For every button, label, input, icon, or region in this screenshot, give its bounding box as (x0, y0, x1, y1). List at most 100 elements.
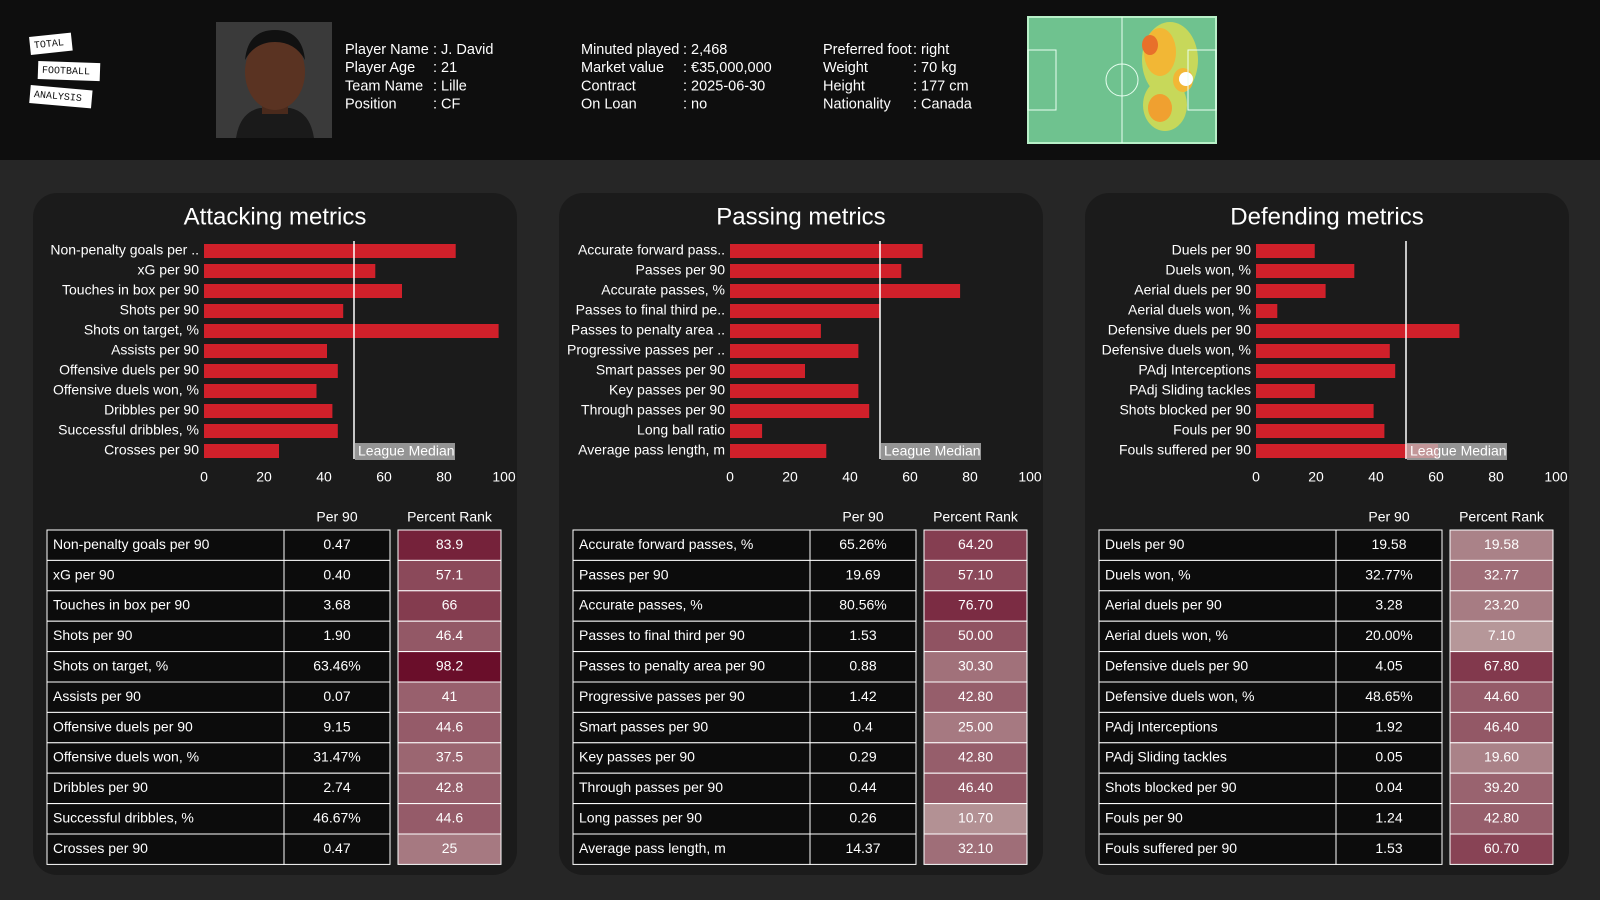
rank-value: 44.6 (436, 718, 463, 734)
per90-value: 0.05 (1375, 749, 1402, 765)
table-cell (1098, 529, 1337, 561)
bar (730, 344, 859, 358)
per90-value: 0.04 (1375, 779, 1402, 795)
rank-value: 7.10 (1488, 627, 1515, 643)
bar (204, 404, 333, 418)
metric-name: Fouls per 90 (1105, 810, 1183, 826)
bar (1256, 364, 1396, 378)
median-label: League Median (884, 443, 981, 459)
rank-cell (1449, 772, 1554, 805)
table-cell (283, 681, 391, 713)
rank-value: 10.70 (958, 810, 993, 826)
per90-value: 1.53 (1375, 840, 1402, 856)
rank-cell (1449, 651, 1554, 683)
per90-value: 2.74 (323, 779, 350, 795)
per90-value: 0.47 (323, 840, 350, 856)
table-cell (809, 651, 917, 683)
per90-value: 1.24 (1375, 810, 1402, 826)
bar-label: Dribbles per 90 (104, 402, 199, 418)
per90-value: 1.53 (849, 627, 876, 643)
metric-name: Duels won, % (1105, 566, 1191, 582)
bar-label: Smart passes per 90 (596, 362, 725, 378)
table-cell (283, 803, 391, 835)
table-cell (809, 803, 917, 835)
rank-cell (1449, 681, 1554, 713)
bar (1256, 384, 1315, 398)
field-value: : no (683, 97, 707, 113)
metric-name: Average pass length, m (579, 840, 726, 856)
per90-value: 0.29 (849, 749, 876, 765)
rank-cell (1449, 833, 1554, 865)
rank-value: 57.10 (958, 566, 993, 582)
rank-cell (923, 772, 1028, 805)
per90-value: 0.40 (323, 566, 350, 582)
bar (204, 384, 317, 398)
heatmap (1027, 16, 1217, 144)
rank-value: 44.60 (1484, 688, 1519, 704)
bar-label: Aerial duels won, % (1128, 302, 1251, 318)
table-cell (1335, 681, 1443, 713)
rank-cell (397, 559, 502, 592)
table-cell (1335, 651, 1443, 683)
per90-value: 9.15 (323, 718, 350, 734)
logo-box (37, 61, 101, 82)
rank-cell (923, 742, 1028, 774)
bar (730, 244, 923, 258)
table-header: Percent Rank (407, 509, 493, 525)
rank-cell (397, 711, 502, 744)
table-cell (46, 651, 285, 683)
bar (204, 344, 327, 358)
field-label: Height (823, 78, 865, 94)
table-cell (283, 711, 391, 744)
rank-cell (923, 833, 1028, 865)
table-cell (1098, 742, 1337, 774)
x-tick-label: 80 (1488, 469, 1504, 485)
field-label: Player Name (345, 42, 429, 58)
metric-name: Smart passes per 90 (579, 718, 708, 734)
x-tick-label: 40 (842, 469, 858, 485)
rank-value: 37.5 (436, 749, 463, 765)
logo-box (29, 32, 73, 55)
table-cell (1098, 833, 1337, 865)
x-tick-label: 100 (1018, 469, 1042, 485)
bar (730, 384, 859, 398)
rank-cell (1449, 559, 1554, 592)
metric-name: Crosses per 90 (53, 840, 148, 856)
x-tick-label: 80 (962, 469, 978, 485)
rank-value: 76.70 (958, 597, 993, 613)
x-tick-label: 20 (256, 469, 272, 485)
table-header: Per 90 (1368, 509, 1409, 525)
x-tick-label: 100 (492, 469, 516, 485)
metric-name: Offensive duels per 90 (53, 718, 193, 734)
bar-label: Assists per 90 (111, 342, 199, 358)
panel-title: Attacking metrics (184, 203, 367, 230)
x-tick-label: 0 (200, 469, 208, 485)
logo-word: ANALYSIS (29, 85, 93, 109)
table-cell (283, 590, 391, 622)
rank-cell (397, 651, 502, 683)
bar (1256, 444, 1439, 458)
table-cell (572, 803, 811, 835)
field-value: : CF (433, 97, 461, 113)
rank-cell (397, 590, 502, 622)
table-cell (1335, 559, 1443, 592)
metric-name: Progressive passes per 90 (579, 688, 745, 704)
logo-text: ANALYSIS (33, 90, 82, 105)
per90-value: 1.42 (849, 688, 876, 704)
table-cell (1335, 711, 1443, 744)
rank-value: 41 (442, 688, 458, 704)
rank-value: 25.00 (958, 718, 993, 734)
rank-value: 19.60 (1484, 749, 1519, 765)
table-cell (46, 590, 285, 622)
rank-value: 50.00 (958, 627, 993, 643)
metric-name: Aerial duels per 90 (1105, 597, 1222, 613)
field-value: : J. David (433, 42, 493, 58)
bar-label: Shots on target, % (84, 322, 199, 338)
per90-value: 4.05 (1375, 658, 1402, 674)
rank-value: 39.20 (1484, 779, 1519, 795)
table-cell (809, 742, 917, 774)
x-tick-label: 0 (726, 469, 734, 485)
metric-name: Dribbles per 90 (53, 779, 148, 795)
field-label: Team Name (345, 78, 423, 94)
